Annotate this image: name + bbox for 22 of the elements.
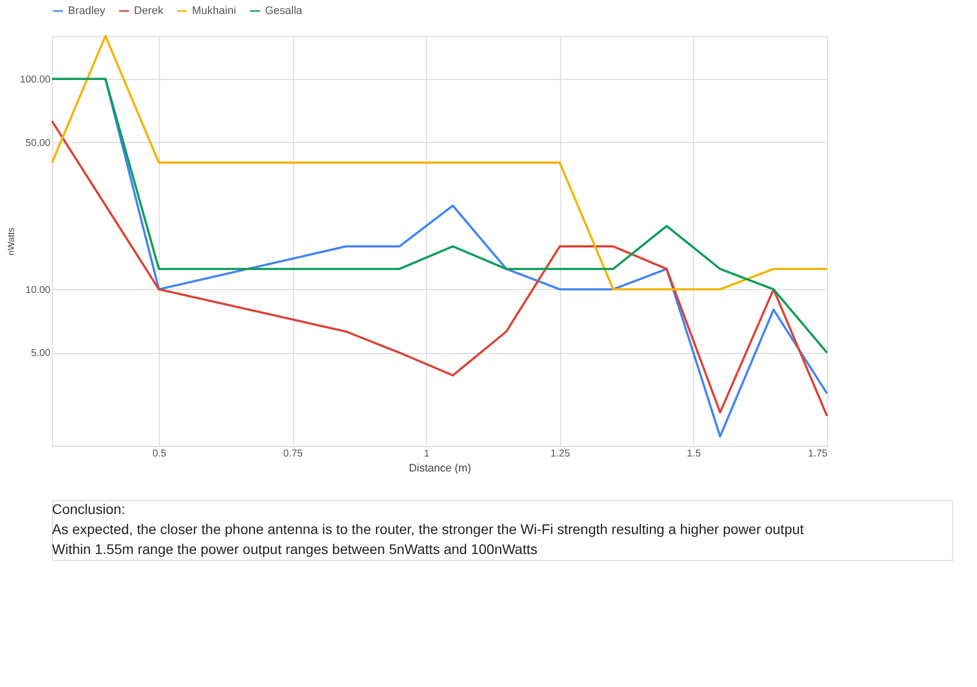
- x-tick-label: 1.75: [808, 448, 828, 460]
- x-axis-title: Distance (m): [408, 462, 472, 474]
- line-series: [50, 34, 828, 290]
- text: Conclusion:: [52, 501, 126, 517]
- y-tick-label: 5.00: [31, 348, 51, 360]
- line-series: [50, 78, 828, 354]
- x-tick-label: 0.75: [283, 448, 304, 460]
- legend-label: Bradley: [68, 5, 106, 17]
- legend-label: Derek: [134, 5, 164, 17]
- x-tick-label: 0.5: [152, 448, 167, 460]
- y-axis-title: nWatts: [6, 227, 16, 256]
- y-tick-label: 100.00: [20, 74, 51, 86]
- x-tick-label: 1.5: [686, 448, 702, 460]
- legend-label: Gesalla: [265, 5, 304, 17]
- y-tick-label: 10.00: [25, 284, 51, 296]
- text: Within 1.55m range the power output ranges between 5nWatts and 100nWatts: [52, 541, 538, 557]
- x-tick-label: 1.25: [550, 448, 570, 460]
- legend-label: Mukhaini: [192, 5, 236, 17]
- text: As expected, the closer the phone antenna is to the router, the stronger the Wi-Fi strength resulting a higher power output: [52, 521, 804, 537]
- x-tick-label: 1: [424, 448, 430, 460]
- y-tick-label: 50.00: [25, 138, 51, 149]
- line-series: [50, 120, 828, 418]
